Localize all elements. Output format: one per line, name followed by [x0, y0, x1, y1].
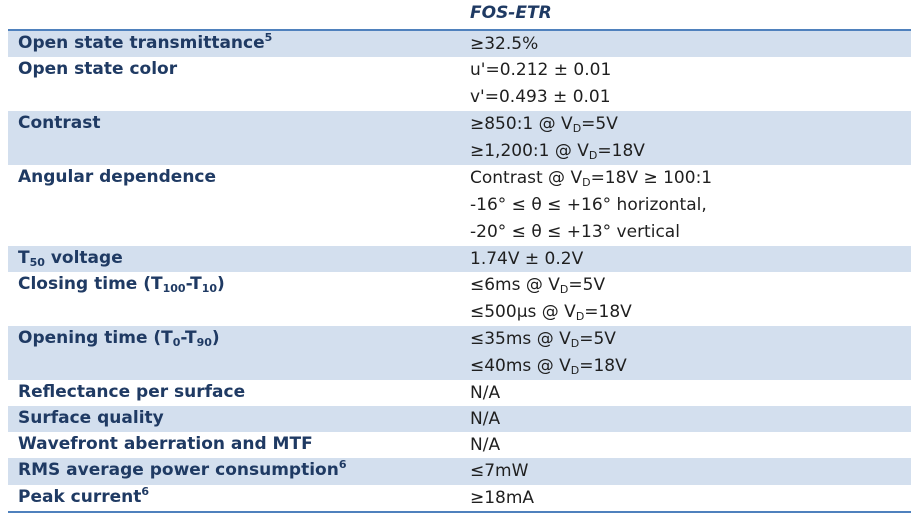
- column-title: FOS-ETR: [470, 3, 552, 23]
- table-row: Reflectance per surface N/A: [8, 380, 911, 406]
- row-values: ≥18mA: [470, 487, 534, 514]
- row-label: Opening time (T0-T90): [18, 328, 220, 349]
- row-value: ≥1,200:1 @ VD=18V: [470, 141, 645, 162]
- table-row: RMS average power consumption6 ≤7mW: [8, 458, 911, 485]
- row-label: Angular dependence: [18, 167, 217, 187]
- row-value: -20° ≤ θ ≤ +13° vertical: [470, 222, 680, 242]
- row-label: Reflectance per surface: [18, 382, 246, 402]
- row-value: ≤40ms @ VD=18V: [470, 356, 627, 377]
- row-values: u'=0.212 ± 0.01 v'=0.493 ± 0.01: [470, 59, 611, 113]
- table-row: Closing time (T100-T10) ≤6ms @ VD=5V ≤50…: [8, 272, 911, 326]
- table-row: Opening time (T0-T90) ≤35ms @ VD=5V ≤40m…: [8, 326, 911, 380]
- row-values: 1.74V ± 0.2V: [470, 248, 583, 275]
- row-value: ≥850:1 @ VD=5V: [470, 114, 618, 135]
- table-row: T50 voltage 1.74V ± 0.2V: [8, 246, 911, 272]
- row-label: Open state transmittance5: [18, 31, 273, 53]
- row-label: Wavefront aberration and MTF: [18, 434, 313, 454]
- row-values: ≤7mW: [470, 460, 528, 487]
- row-values: ≤35ms @ VD=5V ≤40ms @ VD=18V: [470, 328, 627, 382]
- row-values: Contrast @ VD=18V ≥ 100:1 -16° ≤ θ ≤ +16…: [470, 167, 712, 248]
- row-value: N/A: [470, 409, 501, 429]
- row-value: ≤7mW: [470, 461, 529, 481]
- table-row: Wavefront aberration and MTF N/A: [8, 432, 911, 458]
- row-label: Closing time (T100-T10): [18, 274, 225, 295]
- table-row: Surface quality N/A: [8, 406, 911, 432]
- table-row: Peak current6 ≥18mA: [8, 485, 911, 511]
- row-values: ≤6ms @ VD=5V ≤500μs @ VD=18V: [470, 274, 632, 328]
- row-label: T50 voltage: [18, 248, 123, 269]
- table-row: Angular dependence Contrast @ VD=18V ≥ 1…: [8, 165, 911, 246]
- table-header: FOS-ETR: [0, 0, 911, 29]
- table-row: Open state transmittance5 ≥32.5%: [8, 31, 911, 57]
- row-value: ≤500μs @ VD=18V: [470, 302, 632, 323]
- header-rule: [8, 29, 911, 31]
- row-value: ≥18mA: [470, 488, 535, 508]
- row-values: N/A: [470, 408, 500, 435]
- row-label: Contrast: [18, 113, 101, 133]
- row-value: -16° ≤ θ ≤ +16° horizontal,: [470, 195, 707, 215]
- table-row: Contrast ≥850:1 @ VD=5V ≥1,200:1 @ VD=18…: [8, 111, 911, 165]
- row-value: ≤6ms @ VD=5V: [470, 275, 606, 296]
- row-values: ≥32.5%: [470, 33, 538, 60]
- table-row: Open state color u'=0.212 ± 0.01 v'=0.49…: [8, 57, 911, 111]
- row-value: Contrast @ VD=18V ≥ 100:1: [470, 168, 713, 189]
- row-value: v'=0.493 ± 0.01: [470, 87, 611, 107]
- row-value: 1.74V ± 0.2V: [470, 249, 584, 269]
- row-values: ≥850:1 @ VD=5V ≥1,200:1 @ VD=18V: [470, 113, 645, 167]
- row-value: N/A: [470, 435, 501, 455]
- row-value: N/A: [470, 383, 501, 403]
- row-values: N/A: [470, 382, 500, 409]
- bottom-rule: [8, 511, 911, 513]
- row-label: Peak current6: [18, 485, 150, 507]
- row-label: Open state color: [18, 59, 178, 79]
- row-values: N/A: [470, 434, 500, 461]
- row-label: RMS average power consumption6: [18, 458, 347, 480]
- row-label: Surface quality: [18, 408, 164, 428]
- row-value: u'=0.212 ± 0.01: [470, 60, 612, 80]
- row-value: ≤35ms @ VD=5V: [470, 329, 616, 350]
- row-value: ≥32.5%: [470, 34, 539, 54]
